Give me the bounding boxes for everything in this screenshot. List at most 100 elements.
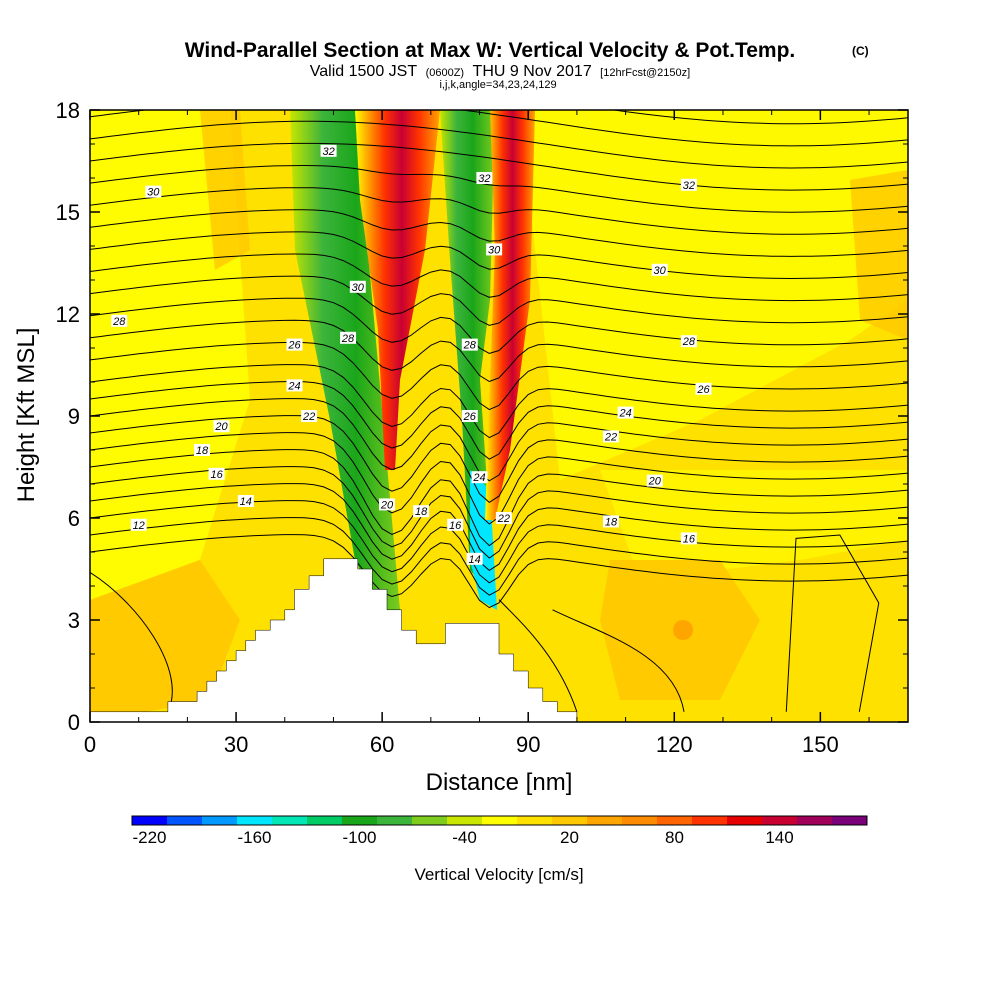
contour-label: 20 bbox=[214, 421, 228, 433]
colorbar-tick-label: 20 bbox=[560, 828, 579, 847]
colorbar-ticks: -220 -160 -100 -40 20 80 140 bbox=[132, 828, 793, 847]
contour-label-bg bbox=[461, 410, 478, 422]
theta-contour-line bbox=[90, 483, 908, 572]
subtitle-valid: Valid 1500 JST bbox=[310, 63, 418, 80]
contour-label: 16 bbox=[449, 520, 462, 532]
theta-contour-line bbox=[90, 415, 908, 504]
colorbar-swatch bbox=[342, 816, 378, 825]
x-tick-label: 30 bbox=[224, 732, 248, 757]
subtitle-zulu: (0600Z) bbox=[426, 67, 465, 79]
theta-contour-line bbox=[552, 609, 685, 712]
x-axis-label: Distance [nm] bbox=[426, 769, 573, 796]
theta-contour-line bbox=[90, 231, 908, 280]
contour-label: 16 bbox=[210, 469, 223, 481]
contour-label: 26 bbox=[287, 340, 301, 352]
y-tick-label: 6 bbox=[68, 506, 80, 531]
contour-label: 30 bbox=[654, 265, 667, 277]
field-orange-spot bbox=[673, 620, 693, 640]
theta-contour-line bbox=[90, 364, 908, 439]
contour-label-bg bbox=[349, 280, 366, 293]
y-axis: 0 3 6 9 12 15 18 bbox=[56, 98, 908, 735]
theta-contour-line bbox=[498, 599, 578, 712]
x-tick-label: 90 bbox=[516, 732, 540, 757]
theta-contour-line bbox=[90, 398, 908, 482]
contour-label-bg bbox=[208, 467, 225, 480]
x-tick-label: 0 bbox=[84, 732, 96, 757]
contour-label: 28 bbox=[112, 316, 126, 328]
theta-contour-line bbox=[90, 120, 908, 169]
contour-label: 18 bbox=[196, 445, 209, 457]
contour-label: 28 bbox=[682, 336, 696, 348]
contour-label: 14 bbox=[469, 554, 481, 566]
contour-label-bg bbox=[680, 532, 697, 545]
contour-label-bg bbox=[447, 518, 464, 531]
colorbar-swatch bbox=[412, 816, 448, 825]
colorbar-swatch bbox=[447, 816, 483, 825]
contour-label: 32 bbox=[322, 146, 334, 158]
subtitle-indices: i,j,k,angle=34,23,24,129 bbox=[439, 79, 556, 91]
theta-contour-line bbox=[90, 110, 908, 147]
theta-contour-line bbox=[90, 381, 908, 460]
theta-contour-line bbox=[90, 449, 908, 547]
contour-label-bg bbox=[213, 420, 230, 433]
theta-contour-line bbox=[90, 253, 908, 302]
theta-contour-line bbox=[90, 275, 908, 326]
colorbar-tick-label: -220 bbox=[132, 828, 166, 847]
contour-label: 20 bbox=[648, 476, 662, 488]
contour-label-bg bbox=[476, 172, 493, 184]
chart-subtitle: Valid 1500 JST (0600Z) THU 9 Nov 2017 [1… bbox=[310, 63, 690, 80]
colorbar-label: Vertical Velocity [cm/s] bbox=[414, 865, 583, 884]
contour-label: 24 bbox=[618, 408, 631, 420]
colorbar-tick-label: -100 bbox=[342, 828, 376, 847]
contour-label-bg bbox=[651, 263, 668, 276]
contour-label-bg bbox=[111, 314, 128, 327]
contour-label: 14 bbox=[240, 496, 252, 508]
colorbar-swatch bbox=[692, 816, 728, 825]
field-orange-left bbox=[90, 560, 240, 722]
chart-title: Wind-Parallel Section at Max W: Vertical… bbox=[185, 39, 796, 62]
theta-contour-line bbox=[90, 341, 908, 411]
contour-label: 18 bbox=[415, 506, 428, 518]
contour-label: 18 bbox=[605, 516, 618, 528]
contour-label-bg bbox=[193, 444, 210, 456]
contour-label-bg bbox=[237, 495, 254, 507]
contour-label-bg bbox=[286, 379, 303, 392]
contour-label-bg bbox=[680, 335, 697, 348]
contour-label: 32 bbox=[478, 173, 490, 185]
contour-label: 30 bbox=[352, 282, 365, 294]
contour-label-bg bbox=[130, 518, 147, 531]
y-tick-label: 0 bbox=[68, 710, 80, 735]
colorbar-swatch bbox=[307, 816, 343, 825]
colorbar-tick-label: -160 bbox=[237, 828, 271, 847]
contour-label-bg bbox=[340, 331, 357, 344]
colorbar-swatch bbox=[727, 816, 763, 825]
colorbar-swatch bbox=[132, 816, 168, 825]
colorbar-swatch bbox=[797, 816, 833, 825]
field-weak-right bbox=[520, 110, 908, 480]
field-orange-top bbox=[200, 110, 250, 270]
colorbar-swatch bbox=[587, 816, 623, 825]
colorbar-swatch bbox=[167, 816, 203, 825]
contour-label: 30 bbox=[488, 244, 501, 256]
contour-label-bg bbox=[320, 144, 337, 157]
colorbar-tick-label: 80 bbox=[665, 828, 684, 847]
y-axis-label: Height [Kft MSL] bbox=[13, 328, 40, 503]
contour-label-bg bbox=[617, 406, 634, 419]
colorbar-frame bbox=[131, 815, 868, 826]
theta-contour-line bbox=[90, 466, 908, 559]
y-tick-label: 9 bbox=[68, 404, 80, 429]
contour-label-bg bbox=[495, 512, 512, 524]
colorbar-swatch bbox=[762, 816, 798, 825]
theta-contour-line bbox=[90, 571, 173, 713]
theta-contour-line bbox=[90, 209, 908, 257]
contour-label-bg bbox=[646, 474, 663, 487]
colorbar-tick-label: -40 bbox=[452, 828, 477, 847]
downdraft-band-1 bbox=[290, 110, 400, 610]
field-orange-right bbox=[850, 170, 908, 340]
contour-label: 24 bbox=[472, 472, 485, 484]
theta-contour-line bbox=[90, 319, 908, 383]
x-tick-label: 150 bbox=[802, 732, 839, 757]
x-axis: 0 30 60 90 120 150 bbox=[84, 110, 870, 757]
colorbar-swatch bbox=[657, 816, 693, 825]
